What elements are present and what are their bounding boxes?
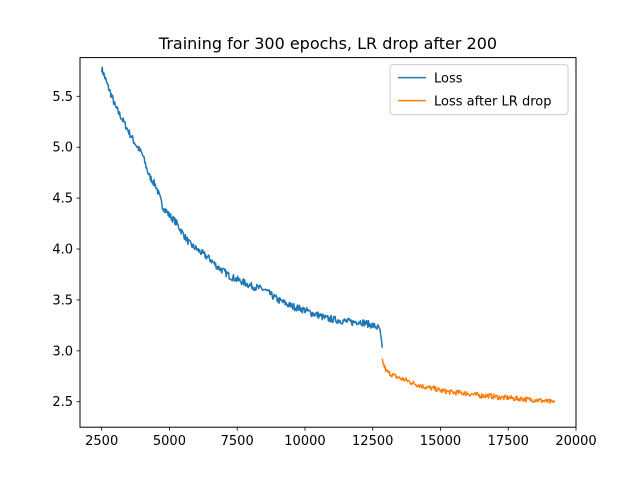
- y-tick-label: 3.5: [52, 293, 73, 308]
- y-tick-label: 2.5: [52, 395, 73, 410]
- legend-label-loss-after-lr-drop: Loss after LR drop: [434, 95, 551, 110]
- x-tick-label: 15000: [420, 434, 461, 449]
- legend-box: [389, 64, 569, 116]
- x-tick-label: 5000: [153, 434, 186, 449]
- y-tick-label: 3.0: [52, 344, 73, 359]
- x-tick-label: 20000: [555, 434, 596, 449]
- y-axis: 2.5 3.0 3.5 4.0 4.5 5.0 5.5: [52, 90, 80, 410]
- legend-label-loss: Loss: [434, 72, 463, 87]
- x-tick-label: 17500: [488, 434, 529, 449]
- y-tick-label: 4.5: [52, 192, 73, 207]
- y-tick-label: 4.0: [52, 243, 73, 258]
- x-tick-label: 7500: [221, 434, 254, 449]
- plot-lines: [100, 66, 556, 405]
- series-line-loss: [100, 66, 383, 348]
- y-tick-label: 5.5: [52, 90, 73, 105]
- x-tick-label: 2500: [85, 434, 118, 449]
- x-tick-label: 12500: [352, 434, 393, 449]
- x-axis: 2500 5000 7500 10000 12500 15000 17500 20000: [85, 427, 597, 449]
- plot-frame: [79, 57, 577, 428]
- chart-title: Training for 300 epochs, LR drop after 2…: [158, 34, 497, 53]
- legend: Loss Loss after LR drop: [389, 64, 569, 116]
- series-line-loss-after-lr-drop: [381, 358, 556, 405]
- y-tick-label: 5.0: [52, 141, 73, 156]
- x-tick-label: 10000: [284, 434, 325, 449]
